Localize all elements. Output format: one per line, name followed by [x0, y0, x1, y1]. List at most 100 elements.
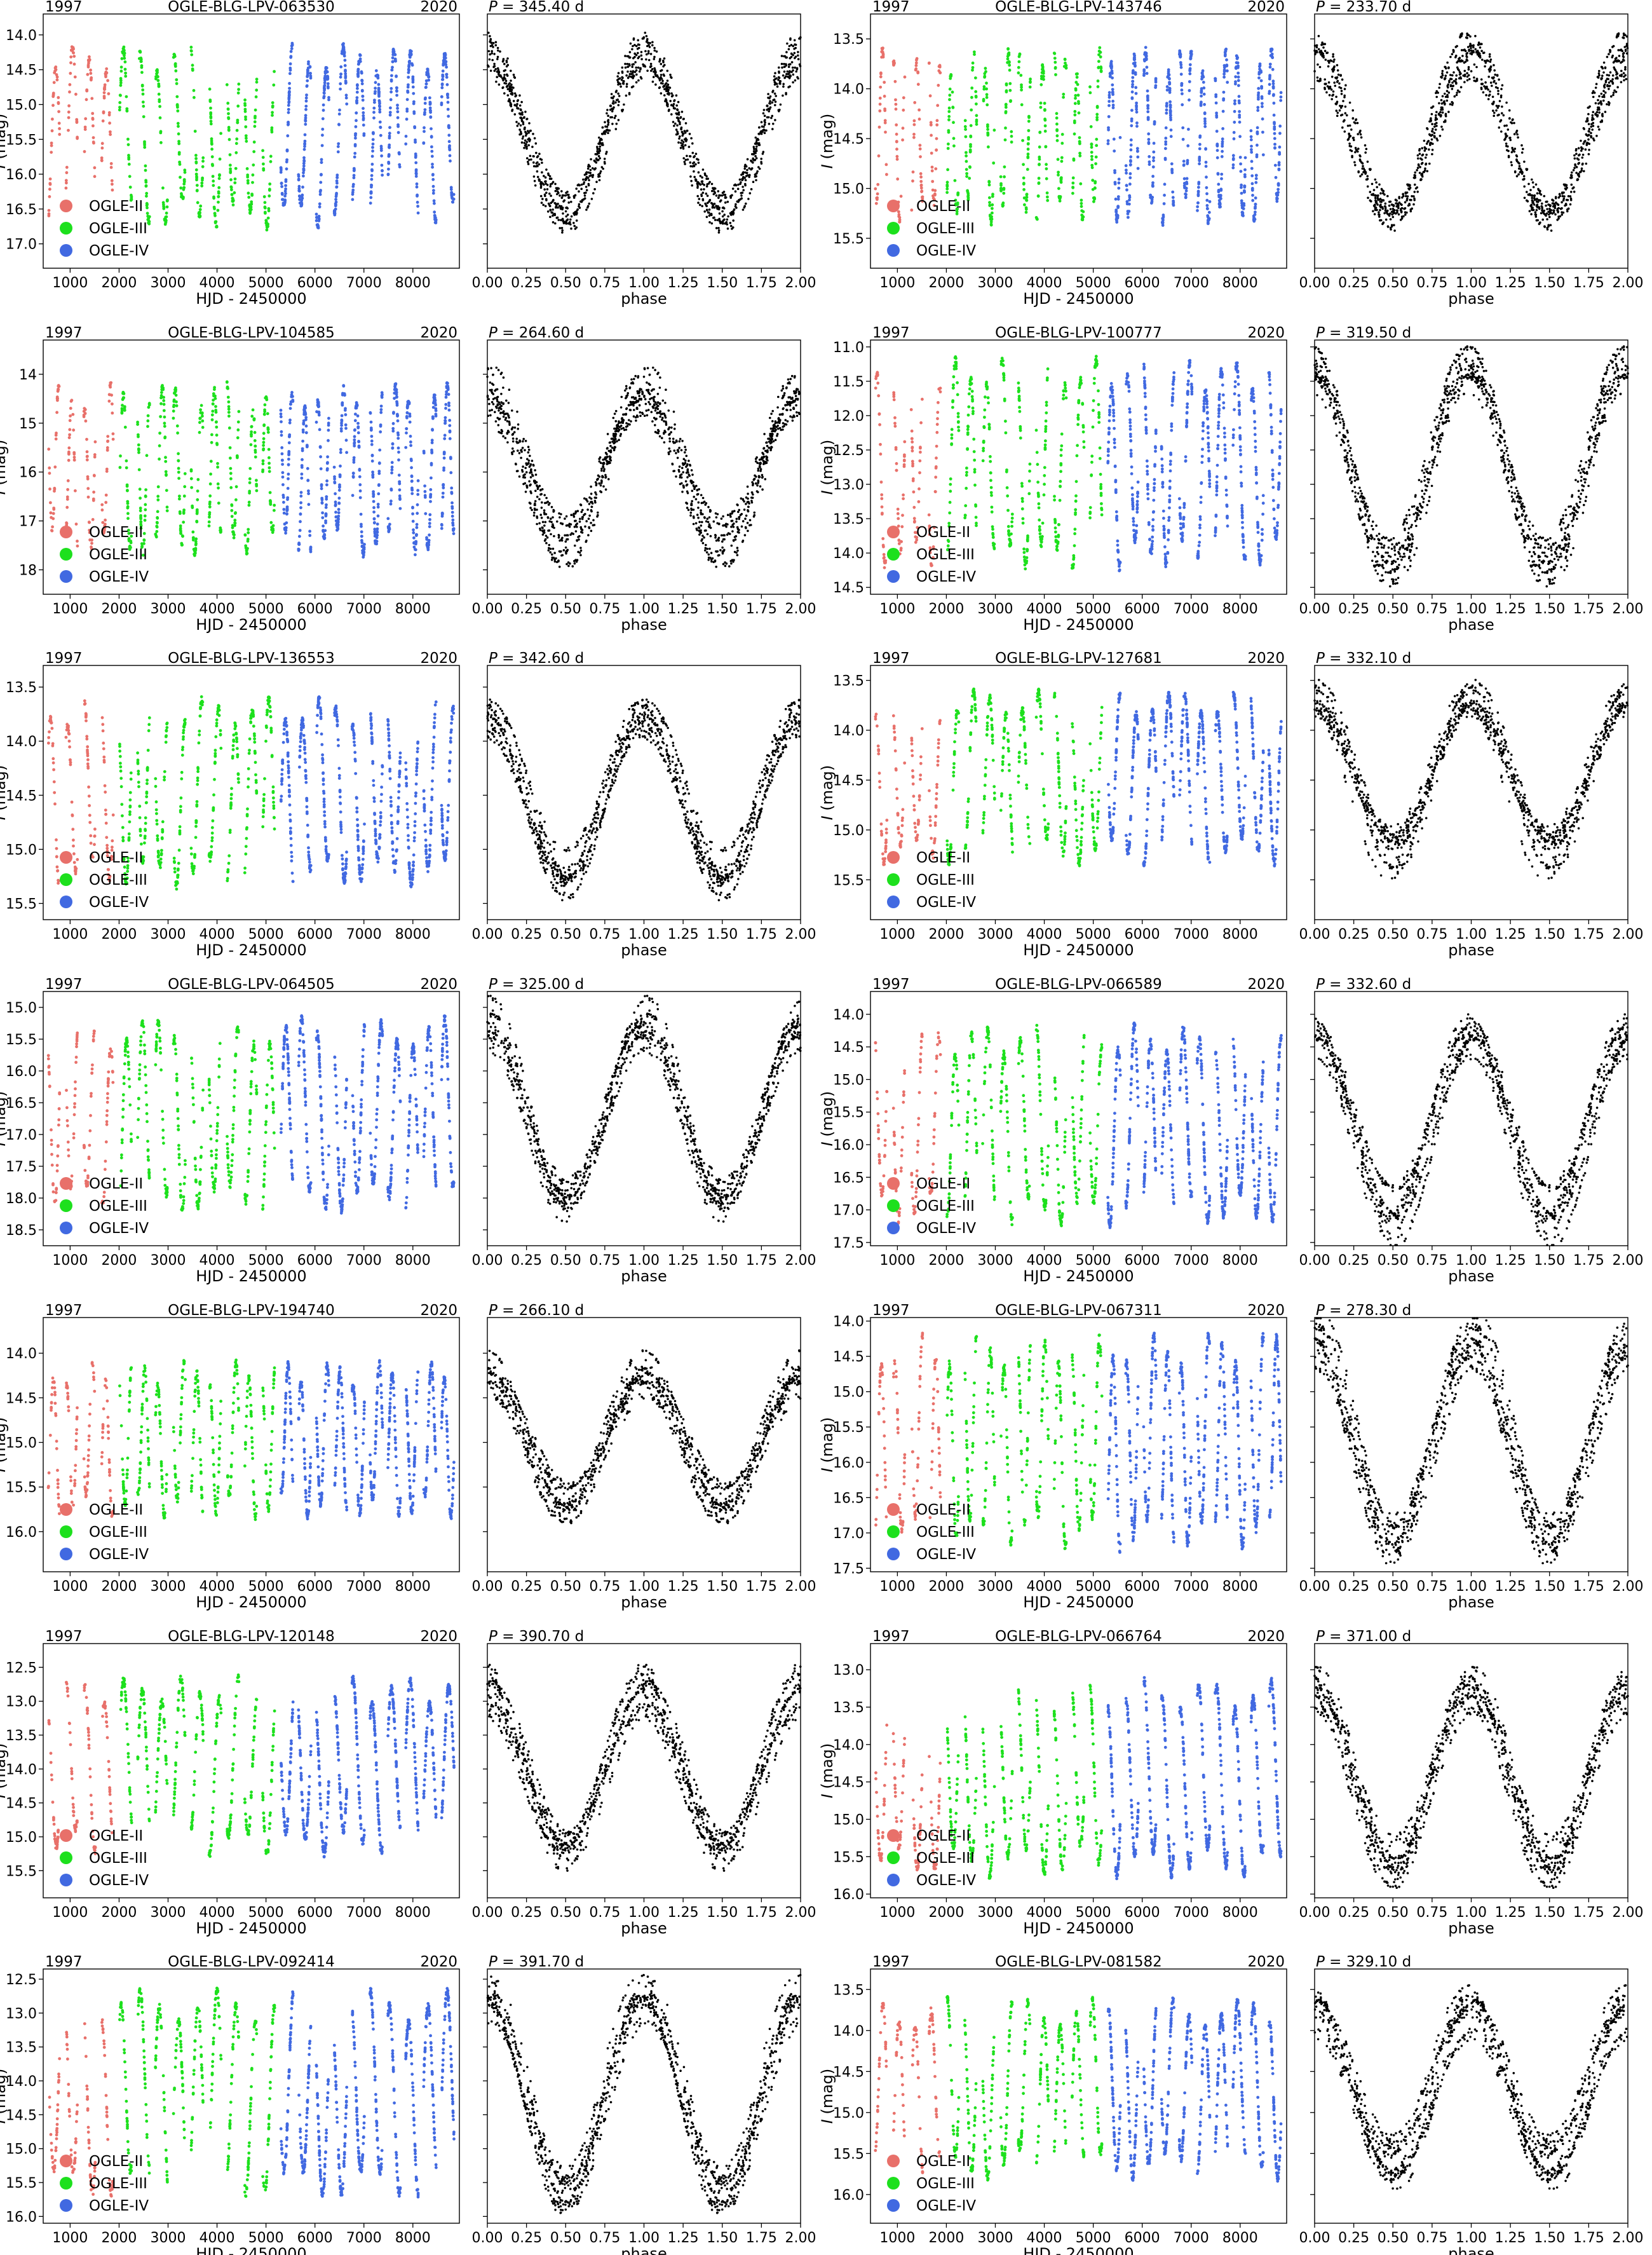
phase-point	[1369, 191, 1372, 193]
phase-point	[488, 50, 491, 53]
data-point	[1250, 145, 1253, 148]
data-point	[298, 185, 301, 188]
data-point	[373, 101, 376, 104]
data-point	[1205, 192, 1209, 195]
data-point	[1116, 205, 1120, 208]
phase-point	[1361, 174, 1364, 176]
data-point	[1237, 84, 1240, 87]
x-tick-label: 1000	[879, 275, 915, 291]
data-point	[1076, 76, 1079, 79]
data-point	[246, 167, 249, 170]
legend-marker	[60, 244, 72, 257]
phase-point	[669, 74, 672, 76]
data-point	[372, 142, 375, 146]
phase-point	[677, 118, 680, 120]
phase-point	[1322, 57, 1325, 59]
data-point	[441, 83, 444, 86]
phase-point	[626, 85, 628, 88]
y-axis-label-symbol: I	[818, 164, 836, 168]
data-point	[1198, 135, 1202, 138]
phase-point	[627, 77, 630, 79]
data-point	[1205, 186, 1209, 189]
data-point	[896, 155, 899, 158]
data-point	[175, 82, 179, 85]
data-point	[51, 104, 55, 107]
data-point	[1184, 193, 1188, 196]
data-point	[1204, 147, 1207, 151]
phase-point	[617, 81, 620, 83]
data-point	[48, 209, 51, 212]
phase-point	[754, 174, 757, 176]
data-point	[1063, 65, 1066, 68]
data-point	[51, 129, 54, 132]
phase-point	[1489, 53, 1491, 56]
phase-point	[534, 137, 536, 140]
data-point	[93, 167, 97, 170]
phase-point	[1360, 136, 1363, 139]
data-point	[1027, 115, 1031, 118]
data-point	[1203, 118, 1207, 121]
phase-point	[720, 200, 722, 202]
data-point	[158, 85, 161, 88]
data-point	[177, 142, 180, 146]
data-point	[235, 137, 238, 140]
data-point	[119, 77, 123, 80]
data-point	[128, 163, 131, 166]
data-point	[69, 72, 72, 75]
phase-point	[536, 165, 539, 167]
phase-point	[661, 69, 663, 72]
phase-point	[1503, 125, 1506, 127]
data-point	[387, 162, 390, 165]
phase-point	[762, 126, 765, 128]
data-point	[404, 142, 407, 146]
phase-point	[1554, 214, 1557, 216]
phase-point	[691, 184, 693, 187]
data-point	[255, 78, 259, 81]
data-point	[875, 202, 878, 205]
phase-point	[1479, 46, 1482, 49]
data-point	[1273, 143, 1276, 146]
data-point	[372, 116, 376, 119]
data-point	[1167, 70, 1170, 73]
data-point	[141, 84, 144, 87]
data-point	[1181, 92, 1184, 95]
phase-point	[766, 109, 768, 111]
data-point	[1272, 82, 1275, 85]
phase-point	[1435, 125, 1438, 127]
data-point	[389, 98, 393, 101]
phase-point	[792, 74, 795, 76]
phase-point	[1416, 191, 1419, 193]
data-point	[450, 197, 454, 200]
phase-point	[1496, 87, 1499, 90]
data-point	[359, 54, 362, 57]
data-point	[1224, 54, 1227, 57]
data-point	[1146, 99, 1149, 102]
phase-point	[1620, 62, 1622, 64]
data-point	[396, 107, 399, 110]
phase-point	[1445, 115, 1447, 118]
x-tick-label: 5000	[248, 275, 284, 291]
data-point	[1188, 80, 1191, 83]
data-point	[1128, 176, 1132, 179]
data-point	[1273, 132, 1276, 135]
data-point	[1273, 125, 1276, 128]
phase-point	[1336, 64, 1339, 67]
phase-point	[699, 204, 701, 207]
data-point	[155, 72, 158, 76]
phase-point	[617, 83, 620, 86]
data-point	[309, 72, 312, 75]
data-point	[190, 50, 193, 53]
data-point	[964, 128, 967, 131]
data-point	[974, 90, 977, 93]
data-point	[424, 97, 427, 100]
data-point	[125, 95, 128, 99]
phase-point	[498, 69, 500, 71]
data-point	[127, 154, 130, 157]
data-point	[1078, 111, 1081, 114]
data-point	[1259, 64, 1262, 67]
phase-point	[677, 101, 680, 104]
data-point	[877, 154, 881, 158]
phase-point	[1515, 131, 1518, 133]
phase-point	[1518, 162, 1520, 165]
data-point	[341, 50, 344, 53]
